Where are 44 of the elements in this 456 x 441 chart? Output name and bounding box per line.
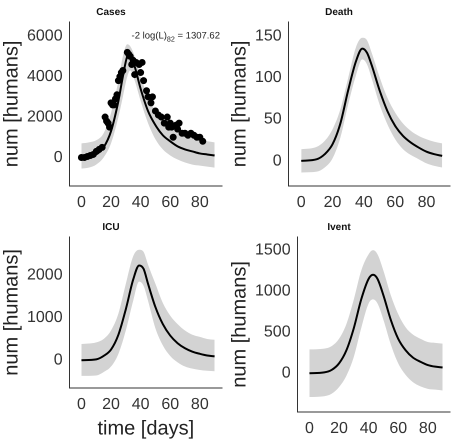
chart-title: Death: [325, 6, 353, 18]
x-tick-label: 80: [418, 420, 437, 437]
y-axis-title: num [humans]: [228, 40, 251, 168]
y-tick-label: 1000: [27, 309, 63, 326]
y-tick-label: 0: [282, 364, 291, 382]
x-tick-label: 80: [190, 396, 209, 413]
y-tick-label: 1000: [255, 282, 291, 300]
x-tick-label: 0: [304, 420, 314, 437]
x-tick-label: 60: [161, 194, 180, 211]
y-tick-label: 150: [254, 28, 282, 45]
x-tick-label: 20: [324, 194, 342, 211]
y-tick-label: 2000: [27, 266, 63, 284]
y-tick-label: 4000: [27, 68, 63, 86]
y-tick-label: 500: [264, 324, 291, 341]
x-tick-label: 40: [360, 420, 378, 437]
x-tick-label: 20: [102, 194, 120, 211]
y-axis-title: num [humans]: [0, 249, 23, 376]
x-tick-label: 60: [161, 396, 180, 413]
y-tick-label: 2000: [27, 108, 63, 126]
x-tick-label: 0: [76, 396, 86, 413]
x-tick-label: 80: [418, 194, 436, 211]
y-tick-label: 6000: [27, 28, 63, 45]
x-tick-label: 20: [330, 420, 348, 437]
y-axis-title: num [humans]: [0, 40, 23, 168]
y-tick-label: 0: [54, 148, 63, 166]
y-tick-label: 50: [264, 110, 282, 128]
x-tick-label: 0: [296, 194, 306, 211]
y-tick-label: 100: [254, 69, 282, 86]
x-tick-label: 20: [102, 396, 120, 413]
x-tick-label: 0: [76, 194, 86, 211]
y-tick-label: 0: [54, 352, 63, 369]
x-tick-label: 40: [132, 194, 150, 211]
chart-title: ICU: [102, 222, 120, 233]
y-axis-title: num [humans]: [228, 261, 251, 388]
x-axis-title: time [days]: [97, 418, 194, 440]
chart-title: Cases: [96, 6, 126, 18]
y-tick-label: 1500: [255, 242, 291, 259]
x-tick-label: 40: [132, 396, 150, 413]
x-tick-label: 60: [386, 194, 404, 211]
x-tick-label: 80: [190, 194, 209, 211]
x-tick-label: 60: [389, 420, 408, 437]
x-tick-label: 40: [354, 194, 373, 211]
chart-title: Ivent: [327, 222, 352, 233]
y-tick-label: 0: [272, 152, 282, 170]
